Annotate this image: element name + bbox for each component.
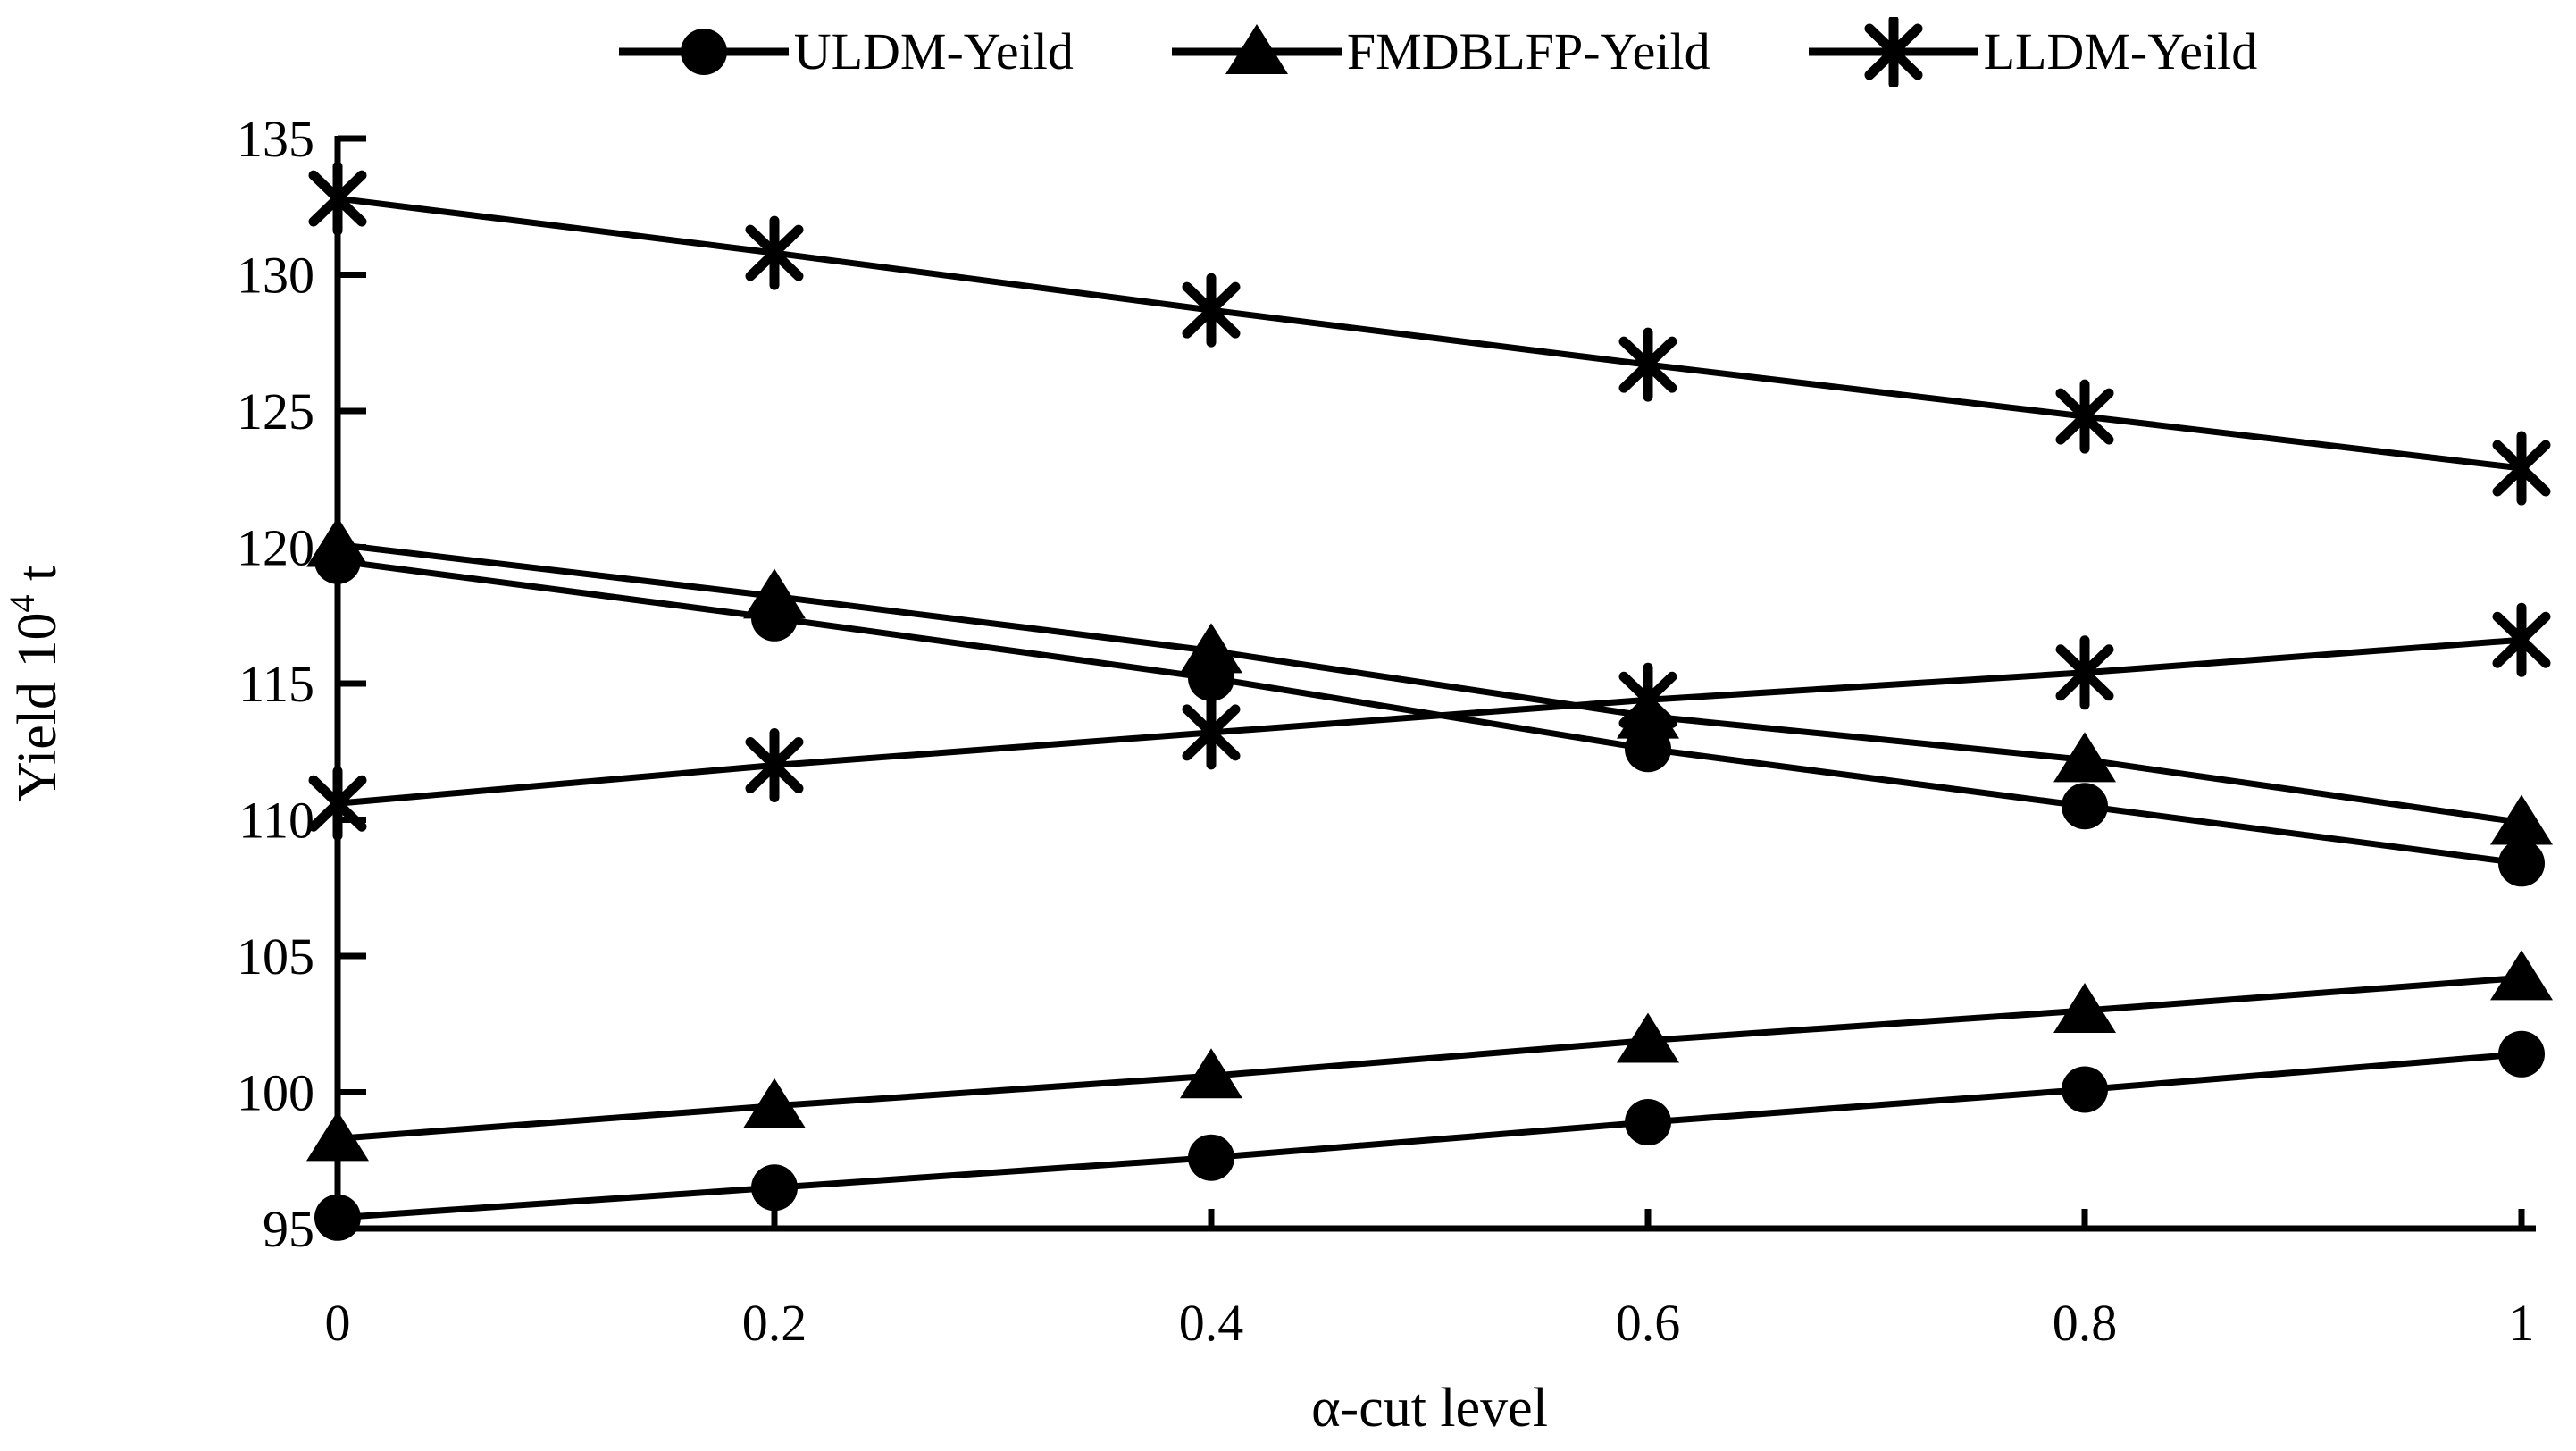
x-tick-label: 0.6 (1616, 1294, 1681, 1352)
series-markers-asterisk (308, 602, 2551, 841)
triangle-marker (743, 568, 806, 619)
x-tick-label: 0 (325, 1294, 351, 1352)
triangle-marker (1180, 623, 1242, 674)
triangle-marker (1180, 1048, 1242, 1099)
legend-item-fmdblfp: FMDBLFP-Yeild (1171, 17, 1710, 87)
legend-label-uldm: ULDM-Yeild (793, 22, 1074, 80)
circle-marker (2498, 840, 2545, 887)
circle-marker (314, 1194, 361, 1241)
chart-legend: ULDM-Yeild FMDBLFP-Yeild LLDM-Yeild (339, 7, 2537, 96)
asterisk-marker (1618, 662, 1677, 737)
triangle-marker (743, 1078, 806, 1128)
legend-item-lldm: LLDM-Yeild (1808, 17, 2258, 87)
asterisk-arm (1182, 704, 1241, 761)
asterisk-marker (308, 766, 367, 841)
y-tick-label: 110 (238, 792, 314, 850)
triangle-marker (2490, 794, 2553, 845)
asterisk-arm (1618, 336, 1677, 393)
y-tick-label: 105 (237, 927, 314, 986)
y-tick-label: 135 (237, 110, 314, 168)
asterisk-marker-swatch (1808, 17, 1978, 87)
circle-marker (1625, 1099, 1671, 1146)
y-tick-label: 125 (237, 382, 314, 440)
asterisk-arm (2055, 388, 2114, 445)
y-tick-label: 115 (238, 655, 314, 713)
asterisk-arm (2492, 611, 2551, 668)
circle-marker (751, 1164, 798, 1212)
asterisk-arm (2055, 644, 2114, 701)
circle-marker (2498, 1030, 2545, 1078)
triangle-marker (1617, 1012, 1679, 1063)
legend-item-uldm: ULDM-Yeild (618, 17, 1074, 87)
x-tick-label: 1 (2509, 1294, 2535, 1352)
asterisk-marker (2055, 379, 2114, 454)
asterisk-arm (1182, 281, 1241, 339)
series-line-triangle (337, 541, 2522, 826)
series-line-triangle (337, 974, 2522, 1142)
x-tick-label: 0.8 (2053, 1294, 2118, 1352)
series-line-circle (337, 558, 2522, 867)
triangle-icon (1225, 24, 1288, 74)
asterisk-arm (745, 224, 804, 281)
asterisk-marker (745, 728, 804, 802)
triangle-marker (2053, 732, 2116, 783)
x-axis-title: α-cut level (1311, 1378, 1548, 1438)
asterisk-marker (1182, 695, 1241, 770)
asterisk-marker (308, 161, 367, 236)
asterisk-icon (1864, 17, 1923, 87)
circle-marker (2062, 1066, 2108, 1113)
asterisk-marker (1182, 273, 1241, 348)
circle-marker (1188, 1134, 1234, 1181)
circle-marker-swatch (618, 29, 789, 75)
asterisk-marker (2492, 431, 2551, 506)
series-markers-triangle (306, 950, 2553, 1162)
triangle-marker (2053, 983, 2116, 1033)
y-axis-title: Yield 104 t (2, 566, 68, 802)
series-line-asterisk (337, 195, 2522, 472)
triangle-marker (2490, 950, 2553, 1001)
x-tick-label: 0.2 (742, 1294, 807, 1352)
series-line-asterisk (337, 636, 2522, 807)
asterisk-arm (2492, 440, 2551, 497)
legend-label-fmdblfp: FMDBLFP-Yeild (1346, 22, 1710, 80)
asterisk-marker (2055, 635, 2114, 710)
circle-icon (680, 29, 727, 75)
asterisk-marker (745, 215, 804, 290)
y-tick-label: 120 (237, 519, 314, 577)
asterisk-arm (745, 737, 804, 793)
asterisk-marker (1618, 327, 1677, 402)
y-tick-label: 95 (263, 1200, 314, 1258)
asterisk-marker (2492, 602, 2551, 677)
asterisk-arm (308, 775, 367, 832)
y-tick-label: 130 (237, 247, 314, 305)
series-markers-circle (314, 1030, 2545, 1241)
series-line-circle (337, 1051, 2522, 1221)
y-tick-label: 100 (237, 1064, 314, 1122)
asterisk-arm (1864, 23, 1923, 80)
asterisk-arm (1618, 671, 1677, 728)
circle-marker (2062, 783, 2108, 830)
x-tick-label: 0.4 (1179, 1294, 1244, 1352)
triangle-marker (306, 1111, 369, 1162)
triangle-marker-swatch (1171, 24, 1342, 74)
triangle-marker (306, 516, 369, 567)
series-markers-asterisk (308, 161, 2551, 506)
asterisk-arm (308, 170, 367, 227)
legend-label-lldm: LLDM-Yeild (1983, 22, 2258, 80)
